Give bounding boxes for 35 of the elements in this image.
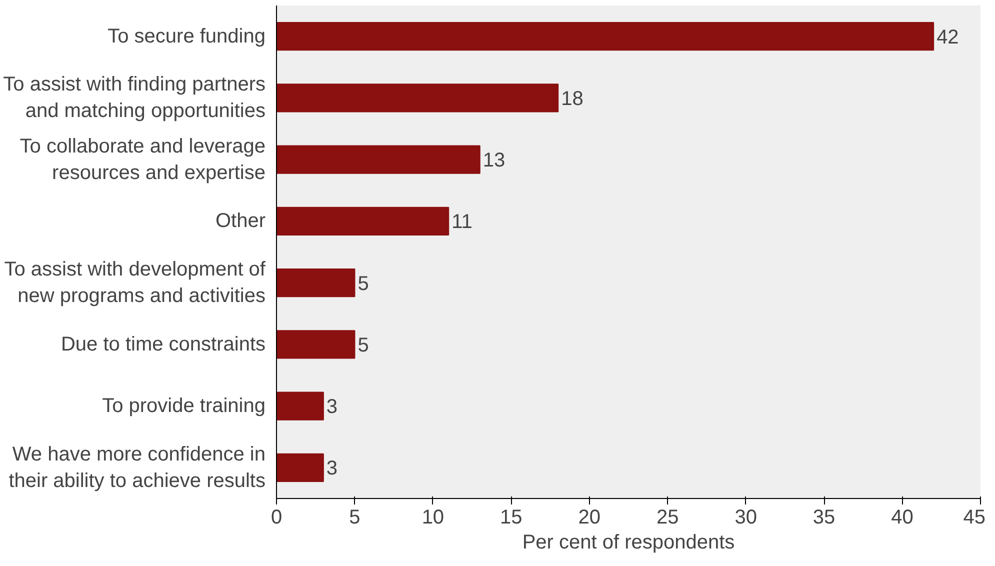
- y-tick-label: To provide training: [102, 395, 266, 418]
- data-label: 5: [358, 334, 369, 356]
- bar: [276, 392, 324, 420]
- data-label: 18: [561, 88, 584, 110]
- y-tick-label: To assist with finding partners and matching opportunities: [3, 74, 266, 122]
- bar: [276, 330, 356, 359]
- bar: [276, 206, 450, 236]
- y-tick-label: To assist with development of new programs and activities: [4, 258, 266, 308]
- data-label: 42: [936, 26, 959, 48]
- bar: [276, 453, 324, 482]
- data-label: 3: [326, 396, 338, 418]
- x-tick-label: 30: [734, 506, 757, 528]
- x-tick-label: 35: [812, 506, 836, 528]
- y-tick-label: To collaborate and leverage resources and expertise: [20, 135, 266, 184]
- x-tick-label: 5: [349, 506, 360, 528]
- x-tick-label: 40: [891, 506, 914, 528]
- y-tick-label: Due to time constraints: [60, 333, 266, 356]
- y-tick-label: To secure funding: [108, 25, 266, 48]
- x-tick-label: 15: [500, 506, 522, 528]
- x-tick-label: 45: [963, 506, 986, 528]
- x-axis-title: Per cent of respondents: [522, 532, 735, 554]
- data-label: 5: [358, 272, 369, 295]
- bar: [276, 22, 934, 51]
- x-tick-label: 10: [422, 506, 444, 528]
- bar: [276, 268, 356, 298]
- x-tick-label: 0: [270, 506, 282, 528]
- x-tick-label: 25: [656, 506, 679, 528]
- y-tick-label: Other: [215, 210, 266, 232]
- data-label: 13: [482, 150, 506, 172]
- data-label: 11: [452, 211, 472, 234]
- bar: [276, 145, 480, 174]
- bar: [276, 84, 559, 112]
- x-tick-label: 20: [578, 506, 601, 528]
- y-tick-label: We have more confidence in their ability to achieve results: [8, 443, 266, 492]
- data-label: 3: [326, 458, 338, 480]
